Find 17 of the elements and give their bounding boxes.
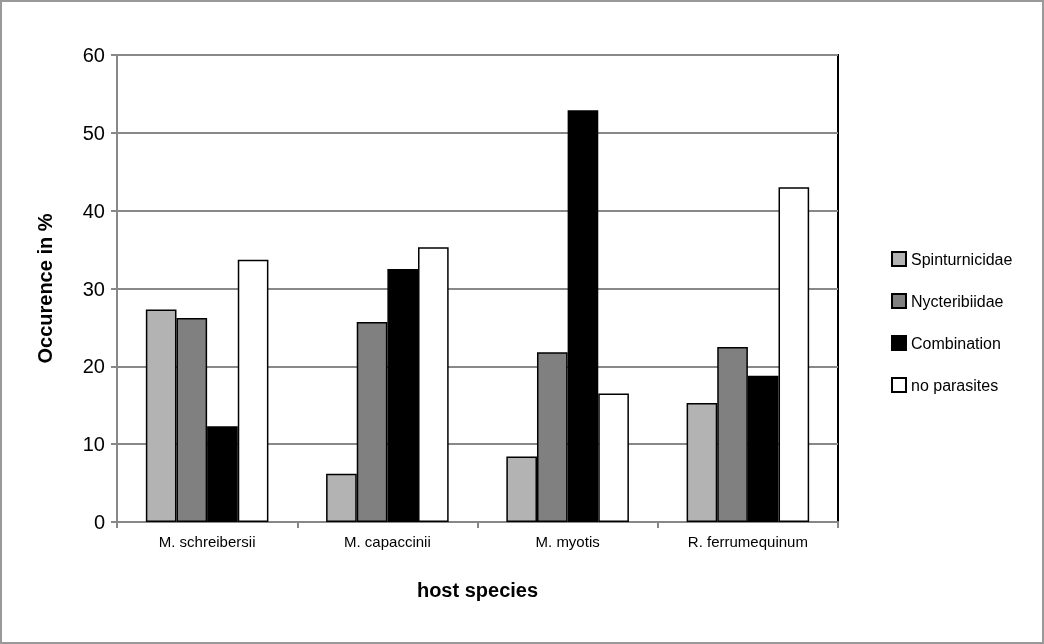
y-tick-label: 60 (82, 44, 105, 66)
legend-label: Nycteribiidae (911, 292, 1004, 310)
x-axis-title: host species (416, 579, 539, 601)
x-tick-label: M. schreibersii (158, 533, 256, 550)
y-axis-title: Occurence in % (34, 213, 56, 364)
legend-label: Combination (911, 334, 1001, 352)
x-tick-label: R. ferrumequinum (687, 533, 808, 550)
x-tick-label: M. capaccinii (344, 533, 431, 550)
y-tick-label: 0 (93, 511, 105, 533)
legend-label: Spinturnicidae (911, 250, 1013, 268)
y-tick-label: 40 (82, 199, 105, 222)
y-tick-label: 20 (82, 355, 105, 378)
y-tick-label: 10 (82, 433, 105, 456)
x-tick-label: M. myotis (535, 533, 600, 550)
y-tick-label: 30 (82, 277, 105, 300)
legend-label: no parasites (911, 376, 999, 394)
y-tick-label: 50 (82, 121, 105, 144)
